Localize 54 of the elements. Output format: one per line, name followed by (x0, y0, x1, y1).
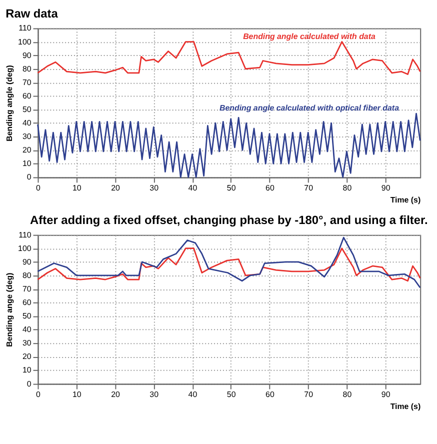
y-tick-label: 30 (22, 338, 32, 348)
y-axis-title: Bending ange (deg) (5, 272, 14, 347)
y-tick-label: 90 (22, 50, 32, 60)
x-tick-label: 10 (72, 390, 82, 400)
y-tick-label: 70 (22, 78, 32, 87)
x-tick-label: 70 (304, 184, 314, 193)
x-tick-label: 30 (150, 184, 160, 193)
x-tick-label: 0 (36, 184, 42, 193)
x-tick-label: 40 (188, 390, 198, 400)
line-series (37, 248, 421, 282)
y-tick-label: 30 (22, 132, 32, 142)
series-label: Bending angle calculated with data (243, 32, 376, 41)
x-axis-title: Time (s) (390, 402, 421, 412)
y-tick-label: 80 (22, 270, 32, 280)
line-series (37, 41, 421, 75)
y-tick-label: 40 (22, 118, 32, 128)
chart-title: Raw data (6, 6, 58, 20)
y-tick-label: 100 (18, 37, 32, 46)
x-axis-title: Time (s) (390, 196, 421, 205)
y-tick-label: 110 (18, 24, 32, 33)
y-tick-label: 100 (18, 244, 32, 253)
y-axis-title: Bending angle (deg) (5, 64, 14, 142)
y-tick-label: 10 (22, 366, 32, 375)
y-tick-label: 50 (22, 312, 32, 321)
y-tick-label: 50 (22, 104, 32, 114)
y-tick-label: 60 (22, 298, 32, 308)
y-tick-label: 20 (22, 146, 32, 155)
y-tick-label: 60 (22, 91, 32, 100)
x-tick-label: 30 (150, 390, 160, 400)
x-tick-label: 50 (226, 184, 236, 193)
y-tick-label: 40 (22, 325, 32, 334)
y-tick-label: 90 (22, 257, 32, 266)
x-tick-label: 50 (226, 390, 236, 400)
y-tick-label: 0 (26, 172, 32, 182)
x-tick-label: 60 (266, 184, 275, 193)
series-label: Bending angle calculated with optical fiber data (219, 104, 400, 113)
x-tick-label: 0 (36, 390, 42, 400)
y-tick-label: 10 (22, 159, 32, 168)
y-tick-label: 0 (26, 379, 32, 388)
y-tick-label: 110 (18, 230, 32, 240)
x-tick-label: 90 (381, 390, 391, 400)
x-tick-label: 20 (111, 184, 120, 193)
y-tick-label: 20 (22, 352, 32, 362)
x-tick-label: 70 (304, 390, 314, 400)
x-tick-label: 80 (342, 390, 352, 400)
x-tick-label: 10 (72, 184, 82, 193)
x-tick-label: 80 (342, 184, 352, 193)
y-tick-label: 70 (22, 284, 32, 294)
x-tick-label: 20 (111, 390, 120, 400)
x-tick-label: 40 (188, 184, 198, 193)
y-tick-label: 80 (22, 64, 32, 74)
chart-title: After adding a fixed offset, changing phase by -180°, and using a filter. (30, 212, 428, 227)
x-tick-label: 60 (266, 390, 275, 400)
x-tick-label: 90 (381, 184, 391, 193)
